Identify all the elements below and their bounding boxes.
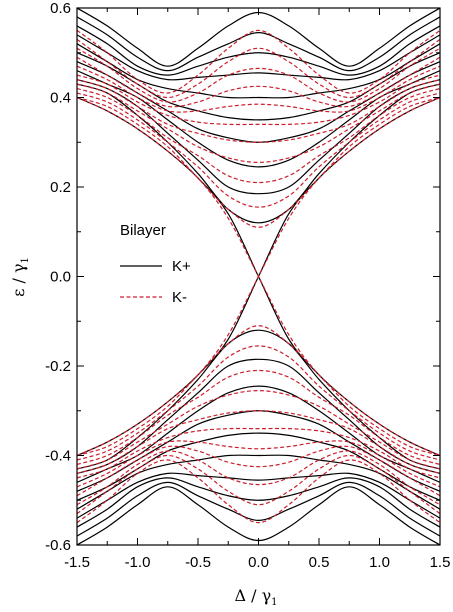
series-line-k-minus-36 bbox=[77, 345, 440, 461]
series-line-k-minus-25 bbox=[77, 92, 440, 208]
series-line-k-minus-31 bbox=[77, 56, 440, 108]
series-line-k-minus-44 bbox=[77, 454, 440, 515]
x-tick-label: -1.0 bbox=[125, 554, 151, 571]
y-tick-label: -0.2 bbox=[45, 358, 71, 375]
y-tick-label: 0.6 bbox=[50, 0, 71, 17]
series-line-k-plus-15 bbox=[77, 358, 440, 474]
x-tick-label: 1.5 bbox=[430, 554, 451, 571]
x-tick-label: 1.0 bbox=[369, 554, 390, 571]
series-line-k-minus-45 bbox=[77, 459, 440, 524]
series-line-k-minus-35 bbox=[77, 325, 440, 457]
legend: Bilayer K+ K- bbox=[108, 212, 220, 314]
y-tick-label: -0.4 bbox=[45, 448, 71, 465]
y-axis-label: ε / γ1 bbox=[9, 257, 31, 297]
x-axis-label: Δ / γ1 bbox=[234, 586, 277, 608]
series-line-k-minus-33 bbox=[77, 38, 440, 99]
x-tick-label: -0.5 bbox=[185, 554, 211, 571]
legend-title: Bilayer bbox=[120, 222, 166, 239]
series-line-k-minus-30 bbox=[77, 65, 440, 113]
series-line-k-plus-13 bbox=[77, 8, 440, 67]
series-line-k-minus-27 bbox=[77, 83, 440, 163]
legend-label-k-minus: K- bbox=[172, 289, 187, 306]
series-line-k-minus-3 bbox=[77, 96, 440, 457]
series-line-k-plus-12 bbox=[77, 16, 440, 72]
series-line-k-minus-38 bbox=[77, 390, 440, 470]
x-tick-label: 0.5 bbox=[309, 554, 330, 571]
x-tick-label: 0.0 bbox=[248, 554, 269, 571]
series-line-k-plus-22 bbox=[77, 481, 440, 537]
series-line-k-minus-37 bbox=[77, 369, 440, 466]
series-line-k-plus-17 bbox=[77, 410, 440, 492]
series-line-k-minus-42 bbox=[77, 445, 440, 497]
series-line-k-plus-7 bbox=[77, 61, 440, 143]
series-line-k-plus-23 bbox=[77, 486, 440, 545]
series-line-k-minus-29 bbox=[77, 74, 440, 126]
y-tick-label: -0.6 bbox=[45, 537, 71, 554]
tick-layer: -1.5 -1.0 -0.5 0.0 0.5 1.0 1.5 -0.6 -0.4 -0.2 0.0 0… bbox=[45, 0, 450, 571]
y-tick-label: 0.2 bbox=[50, 179, 71, 196]
series-line-k-minus-26 bbox=[77, 87, 440, 184]
y-tick-label: 0.0 bbox=[50, 269, 71, 286]
series-line-k-minus-34 bbox=[77, 29, 440, 94]
series-line-k-minus-39 bbox=[77, 410, 440, 474]
series-line-k-plus-21 bbox=[77, 477, 440, 528]
series-line-k-minus-28 bbox=[77, 79, 440, 143]
series-line-k-minus-43 bbox=[77, 450, 440, 506]
series-line-k-minus-41 bbox=[77, 440, 440, 488]
series-line-k-plus-14 bbox=[77, 329, 440, 470]
series-line-k-minus-32 bbox=[77, 47, 440, 103]
series-line-k-plus-10 bbox=[77, 34, 440, 81]
x-tick-label: -1.5 bbox=[64, 554, 90, 571]
series-line-k-plus-4 bbox=[77, 83, 440, 224]
series-line-k-plus-5 bbox=[77, 79, 440, 195]
series-line-k-minus-24 bbox=[77, 96, 440, 228]
series-line-k-minus-40 bbox=[77, 427, 440, 479]
series-layer bbox=[77, 8, 440, 545]
y-tick-label: 0.4 bbox=[50, 90, 71, 107]
series-line-k-plus-11 bbox=[77, 25, 440, 76]
series-line-k-plus-20 bbox=[77, 472, 440, 519]
legend-label-k-plus: K+ bbox=[172, 258, 191, 275]
